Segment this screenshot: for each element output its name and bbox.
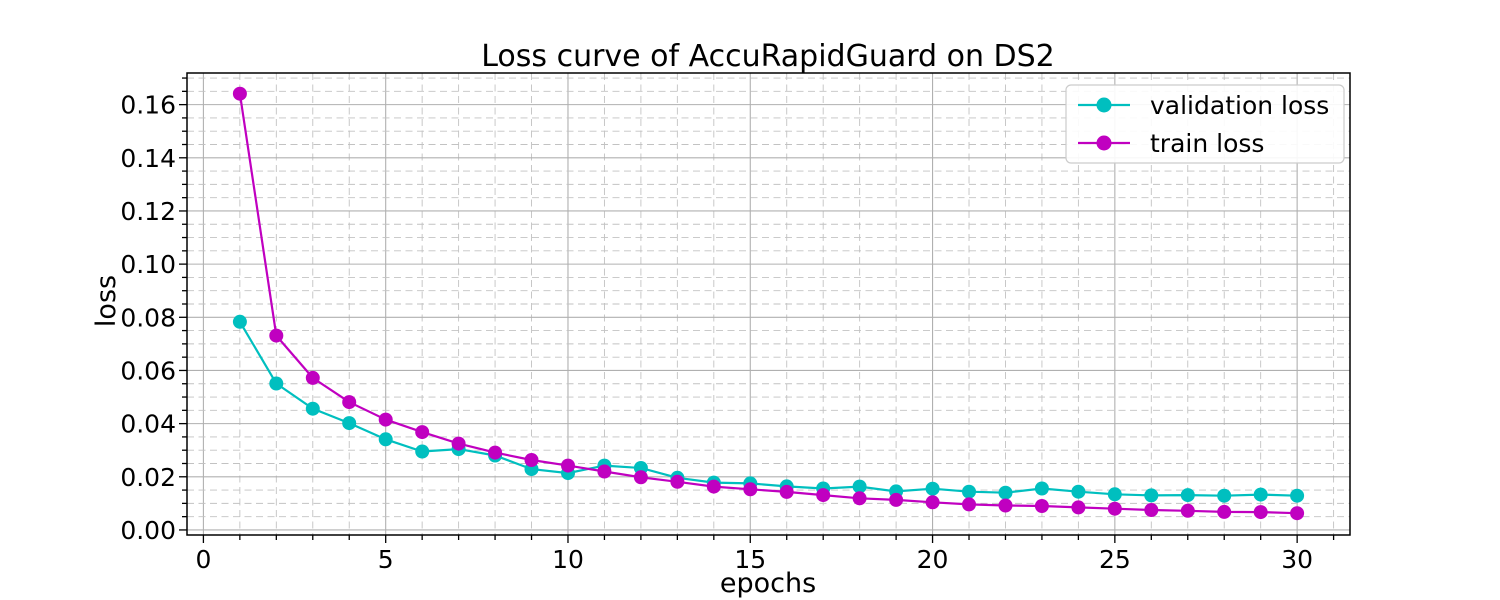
data-point-train-loss [852, 491, 867, 506]
data-point-train-loss [779, 484, 794, 499]
data-point-validation-loss [1034, 481, 1049, 496]
data-point-train-loss [524, 453, 539, 467]
data-point-train-loss [305, 370, 320, 385]
x-tick-label: 10 [552, 545, 584, 574]
data-point-train-loss [597, 464, 612, 479]
chart-title: Loss curve of AccuRapidGuard on DS2 [481, 39, 1055, 74]
data-point-train-loss [1071, 500, 1086, 515]
data-point-train-loss [451, 436, 466, 451]
data-point-validation-loss [415, 444, 430, 459]
data-point-validation-loss [1107, 487, 1122, 502]
x-tick-label: 0 [195, 545, 211, 574]
data-point-train-loss [1217, 504, 1232, 519]
data-point-train-loss [962, 497, 976, 512]
data-point-validation-loss [1144, 488, 1159, 503]
data-point-train-loss [670, 474, 685, 489]
x-axis-label: epochs [720, 568, 816, 599]
data-point-train-loss [561, 458, 575, 473]
tick-layer: 0 5 10 15 20 25 30 0.00 0.02 0.04 0.06 0.08 0.10 0.12… [120, 77, 1335, 574]
data-point-train-loss [925, 495, 940, 510]
data-point-train-loss [415, 425, 430, 440]
data-point-validation-loss [1071, 484, 1086, 499]
data-point-validation-loss [305, 401, 320, 416]
legend-marker-validation-loss [1096, 97, 1112, 113]
data-point-validation-loss [1290, 488, 1305, 503]
y-tick-label: 0.10 [120, 250, 176, 279]
x-tick-label: 5 [378, 545, 394, 574]
y-tick-label: 0.04 [120, 410, 176, 439]
data-point-validation-loss [1253, 487, 1268, 502]
data-point-train-loss [743, 482, 758, 497]
data-point-train-loss [633, 470, 648, 485]
x-tick-label: 15 [734, 545, 766, 574]
y-axis-label: loss [91, 275, 122, 327]
data-point-validation-loss [925, 481, 940, 496]
x-tick-label: 25 [1099, 545, 1131, 574]
y-tick-label: 0.00 [120, 516, 176, 545]
x-tick-label: 20 [917, 545, 949, 574]
data-point-train-loss [998, 498, 1013, 513]
data-point-validation-loss [1217, 488, 1232, 503]
series-layer [232, 86, 1305, 521]
legend-label-train-loss: train loss [1150, 129, 1264, 158]
y-tick-label: 0.16 [120, 91, 176, 120]
data-point-train-loss [1180, 503, 1195, 518]
y-tick-label: 0.02 [120, 463, 176, 492]
data-point-train-loss [1290, 506, 1305, 521]
data-point-validation-loss [269, 376, 284, 391]
x-tick-label: 30 [1281, 545, 1313, 574]
data-point-train-loss [342, 395, 357, 410]
data-point-validation-loss [1180, 488, 1195, 503]
data-point-train-loss [378, 412, 393, 427]
data-point-validation-loss [962, 484, 976, 499]
y-tick-label: 0.14 [120, 144, 176, 173]
y-tick-label: 0.06 [120, 356, 176, 385]
legend-marker-train-loss [1096, 135, 1112, 151]
data-point-train-loss [488, 445, 503, 460]
plot-border [186, 72, 1351, 536]
series-line-validation-loss [238, 321, 1298, 497]
legend-label-validation-loss: validation loss [1150, 91, 1329, 120]
y-tick-label: 0.08 [120, 303, 176, 332]
data-point-validation-loss [998, 485, 1013, 500]
data-point-train-loss [269, 328, 284, 343]
y-tick-label: 0.12 [120, 197, 176, 226]
data-point-train-loss [1253, 505, 1268, 520]
data-point-train-loss [889, 492, 904, 507]
data-point-train-loss [1034, 499, 1049, 513]
data-point-train-loss [1107, 501, 1122, 516]
legend: validation loss train loss [1065, 84, 1345, 164]
data-point-train-loss [1144, 503, 1159, 517]
data-point-validation-loss [342, 416, 357, 431]
data-point-train-loss [816, 488, 831, 503]
data-point-train-loss [232, 86, 247, 101]
data-point-validation-loss [232, 314, 247, 329]
data-point-validation-loss [852, 479, 867, 494]
data-point-train-loss [706, 479, 721, 494]
data-point-validation-loss [378, 432, 393, 447]
legend-frame [1065, 84, 1345, 164]
